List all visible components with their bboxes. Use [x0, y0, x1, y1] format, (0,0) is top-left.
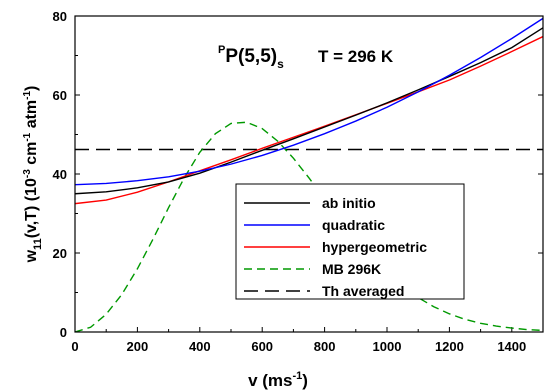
legend-label: ab initio [322, 195, 376, 211]
series-line-ab-initio [75, 27, 543, 195]
tick-labels: 0 200 400 600 800 1000 1200 1400 0 20 40 60 80 [53, 9, 527, 354]
legend-label: Th averaged [322, 283, 404, 299]
x-tick-label: 1400 [497, 339, 526, 354]
x-tick-label: 200 [127, 339, 149, 354]
y-tick-label: 80 [53, 9, 67, 24]
title-sub: s [277, 57, 284, 71]
x-tick-label: 1200 [435, 339, 464, 354]
series-layer [75, 17, 543, 332]
y-tick-label: 40 [53, 167, 67, 182]
chart-title: PP(5,5)s [218, 44, 284, 71]
series-line-quadratic [75, 17, 543, 186]
title-main: P(5,5) [225, 46, 277, 67]
title-pre: P [218, 44, 225, 56]
legend: ab initio quadratic hypergeometric MB 296K T… [235, 183, 465, 300]
title-temperature: T = 296 K [318, 47, 394, 66]
x-tick-label: 0 [71, 339, 78, 354]
series-line-mb-296k [75, 121, 543, 332]
x-tick-label: 400 [189, 339, 211, 354]
y-axis-label: w11(v,T) (10-3 cm-1 atm-1) [22, 86, 44, 264]
y-tick-label: 60 [53, 88, 67, 103]
series-line-hypergeometric [75, 35, 543, 205]
x-tick-label: 800 [314, 339, 336, 354]
x-axis-label: v (ms-1) [248, 370, 308, 390]
x-tick-label: 1000 [373, 339, 402, 354]
legend-label: MB 296K [322, 261, 381, 277]
plot-frame [74, 15, 544, 333]
y-tick-label: 20 [53, 246, 67, 261]
y-tick-label: 0 [60, 325, 67, 340]
legend-label: quadratic [322, 217, 385, 233]
x-tick-label: 600 [251, 339, 273, 354]
legend-label: hypergeometric [322, 239, 427, 255]
